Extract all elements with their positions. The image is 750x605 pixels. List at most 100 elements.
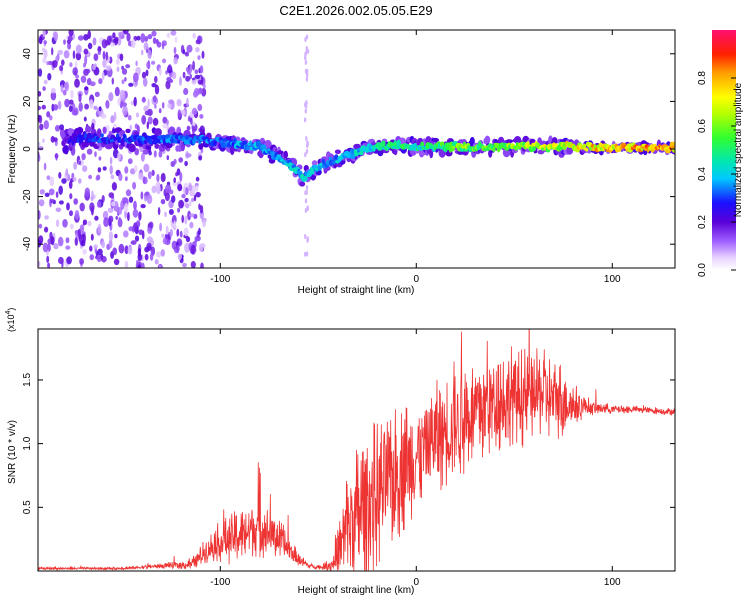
spectrogram-noise-blob (153, 150, 157, 158)
spectrogram-noise-blob (94, 91, 100, 98)
spectrogram-noise-blob (108, 92, 114, 102)
spectrogram-noise-blob (83, 34, 89, 41)
snr-y-tick-label: 1.5 (22, 373, 33, 387)
colorbar: 0.0 0.2 0.4 0.6 0.8 Normalized spectral ampl… (697, 30, 744, 277)
spectrogram-noise-blob (157, 207, 161, 216)
spectrogram-streak-blob (305, 189, 308, 195)
spectrogram-noise-blob (98, 78, 103, 85)
spectrogram-ridge-core (213, 139, 217, 146)
spectrogram-noise-blob (143, 163, 150, 173)
spectrogram-noise-blob (134, 165, 138, 173)
spectrogram-noise-blob (173, 177, 176, 184)
spectrogram-noise-blob (94, 215, 99, 221)
spectrogram-noise-blob (59, 65, 64, 72)
spectrogram-noise-blob (195, 191, 201, 198)
spectrogram-noise-blob (90, 233, 94, 241)
spectrogram-noise-blob (198, 227, 201, 236)
spectrogram-y-tick-label: 40 (22, 48, 33, 60)
spectrogram-noise-blob (121, 197, 128, 202)
spectrogram-noise-blob (50, 87, 56, 94)
spectrogram-noise-blob (198, 155, 203, 161)
spectrogram-noise-blob (127, 114, 132, 121)
spectrogram-noise-blob (126, 211, 130, 222)
spectrogram-noise-blob (108, 231, 113, 242)
spectrogram-noise-blob (191, 79, 197, 85)
spectrogram-noise-blob (121, 79, 125, 85)
spectrogram-noise-blob (86, 148, 93, 155)
spectrogram-noise-blob (87, 220, 92, 227)
spectrogram-noise-blob (168, 64, 172, 71)
spectrogram-noise-blob (101, 255, 107, 263)
spectrogram-noise-blob (175, 172, 179, 177)
spectrogram-noise-blob (79, 202, 85, 212)
spectrogram-noise-blob (182, 49, 186, 55)
spectrogram-noise-blob (70, 89, 74, 99)
spectrogram-noise-blob (140, 191, 144, 200)
spectrogram-noise-blob (186, 97, 189, 108)
spectrogram-noise-blob (57, 236, 64, 247)
spectrogram-noise-blob (80, 240, 86, 247)
spectrogram-noise-blob (93, 244, 98, 250)
spectrogram-noise-blob (165, 184, 172, 193)
spectrogram-noise-blob (147, 116, 153, 125)
spectrogram-noise-blob (68, 105, 73, 112)
spectrogram-noise-blob (164, 211, 167, 217)
spectrogram-noise-blob (78, 160, 82, 165)
spectrogram-noise-blob (59, 124, 65, 131)
spectrogram-noise-blob (194, 69, 199, 74)
spectrogram-noise-blob (42, 57, 47, 64)
spectrogram-ridge-core (420, 141, 425, 147)
spectrogram-noise-blob (58, 256, 64, 265)
spectrogram-noise-blob (74, 210, 80, 220)
spectrogram-noise-blob (38, 36, 43, 45)
spectrogram-noise-blob (184, 215, 188, 225)
spectrogram-noise-blob (195, 39, 200, 45)
spectrogram-noise-blob (198, 203, 201, 210)
spectrogram-noise-blob (58, 185, 63, 195)
spectrogram-noise-blob (162, 116, 168, 124)
spectrogram-noise-blob (129, 168, 136, 175)
spectrogram-noise-blob (158, 108, 162, 114)
snr-y-scale: (x104) (5, 308, 16, 332)
spectrogram-noise-blob (127, 158, 133, 165)
spectrogram-noise-blob (158, 67, 162, 76)
spectrogram-noise-blob (38, 141, 41, 147)
spectrogram-noise-blob (50, 91, 57, 101)
spectrogram-noise-blob (141, 71, 147, 79)
spectrogram-noise-blob (132, 181, 137, 190)
spectrogram-ridge-core (184, 134, 190, 141)
spectrogram-noise-blob (97, 248, 103, 256)
spectrogram-noise-blob (89, 81, 96, 87)
spectrogram-noise-blob (102, 50, 106, 60)
spectrogram-noise-blob (144, 36, 149, 42)
spectrogram-noise-blob (67, 42, 72, 50)
spectrogram-noise-blob (63, 50, 70, 59)
spectrogram-noise-blob (71, 109, 78, 116)
spectrogram-noise-blob (42, 30, 46, 38)
spectrogram-noise-blob (83, 48, 89, 55)
spectrogram-noise-blob (65, 245, 71, 250)
spectrogram-noise-blob (38, 68, 43, 77)
spectrogram-noise-blob (148, 221, 154, 229)
colorbar-tick-label: 0.6 (697, 119, 708, 133)
spectrogram-noise-blob (81, 153, 86, 161)
spectrogram-noise-blob (125, 64, 131, 69)
spectrogram-noise-blob (147, 34, 153, 40)
spectrogram-y-ticks: -40 -20 0 20 40 (22, 48, 675, 251)
spectrogram-noise-blob (38, 223, 43, 229)
spectrogram-plot: -100 0 100 -40 -20 0 20 40 Height of straight … (7, 29, 676, 296)
spectrogram-noise-blob (199, 65, 204, 74)
spectrogram-noise-blob (68, 30, 74, 37)
spectrogram-ridge-halo (283, 150, 289, 159)
spectrogram-noise-blob (118, 243, 125, 254)
spectrogram-y-tick-label: 0 (22, 146, 33, 152)
spectrogram-noise-blob (133, 96, 137, 107)
spectrogram-noise-blob (68, 99, 74, 105)
spectrogram-streak-blob (304, 152, 307, 158)
spectrogram-noise-blob (97, 223, 102, 234)
spectrogram-noise-blob (177, 183, 183, 192)
snr-x-tick-label: 100 (604, 577, 621, 588)
spectrogram-noise-blob (133, 72, 139, 83)
spectrogram-ridge-core (350, 154, 356, 159)
spectrogram-noise-blob (53, 243, 59, 250)
